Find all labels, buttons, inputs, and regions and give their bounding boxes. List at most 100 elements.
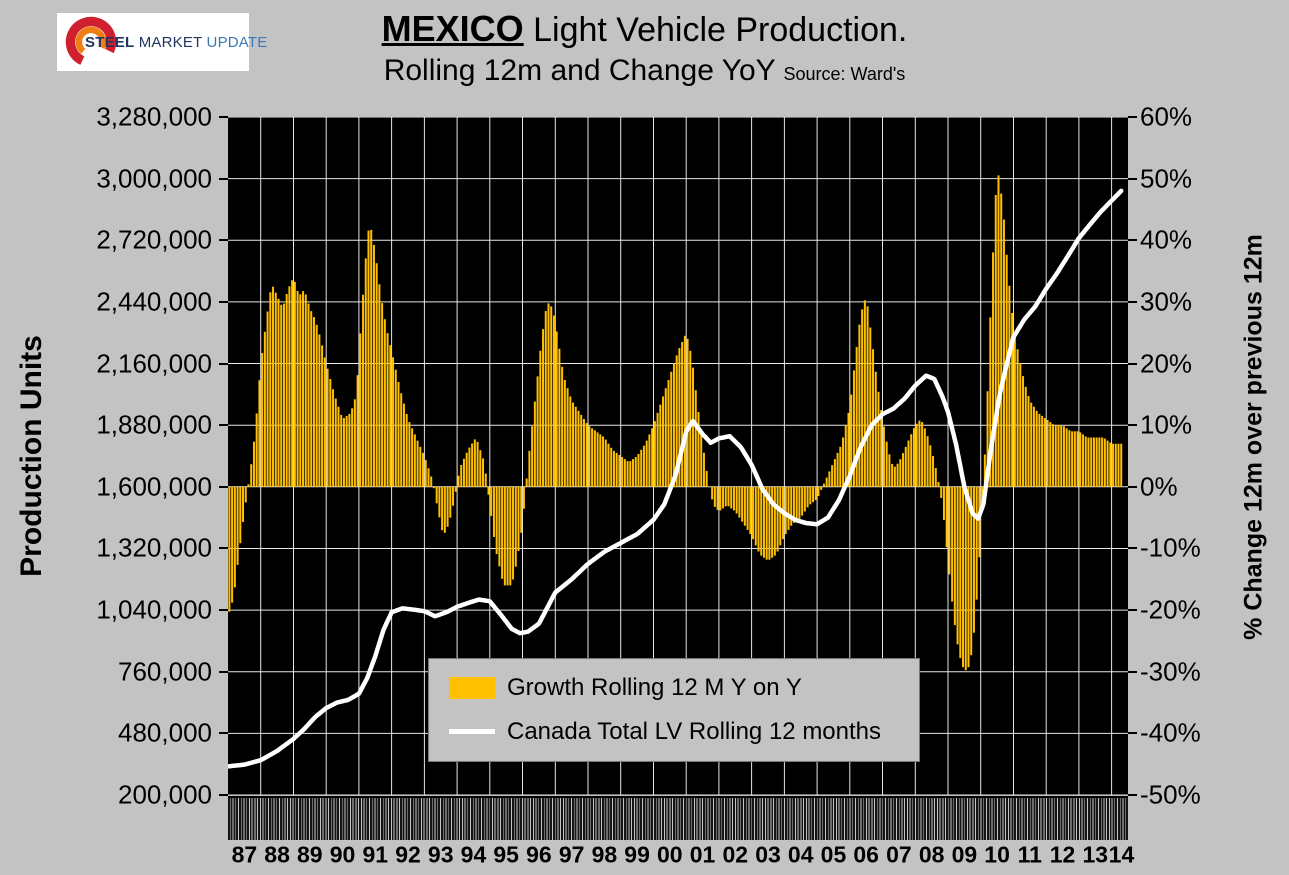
y-axis-left-tickmark <box>219 485 228 488</box>
y-axis-left-tick-label: 2,160,000 <box>96 348 212 379</box>
y-axis-right-tickmark <box>1128 732 1137 735</box>
y-axis-left-tick-label: 3,000,000 <box>96 163 212 194</box>
x-axis-year-label: 05 <box>820 841 847 868</box>
y-axis-left-tickmark <box>219 177 228 180</box>
y-axis-left-tickmark <box>219 547 228 550</box>
legend-bar-swatch <box>449 677 495 700</box>
y-axis-left-tickmark <box>219 239 228 242</box>
title-country: MEXICO <box>381 8 524 49</box>
logo-word-market: MARKET <box>138 33 203 51</box>
x-axis-year-label: 97 <box>558 841 585 868</box>
x-axis-year-label: 94 <box>460 841 487 868</box>
logo-word-update: UPDATE <box>206 33 268 51</box>
y-axis-right-tickmark <box>1128 609 1137 612</box>
x-axis-year-label: 99 <box>624 841 650 868</box>
legend-label-growth: Growth Rolling 12 M Y on Y <box>507 674 802 702</box>
logo-text: STEEL MARKET UPDATE <box>85 34 267 51</box>
y-axis-left-tickmark <box>219 362 228 365</box>
x-axis-year-label: 10 <box>984 841 1010 868</box>
y-axis-right-tick-label: -20% <box>1140 594 1201 625</box>
x-axis-year-label: 14 <box>1108 841 1135 868</box>
y-axis-left-tick-label: 1,040,000 <box>96 594 212 625</box>
x-axis-year-label: 07 <box>886 841 912 868</box>
x-axis-year-label: 89 <box>297 841 323 868</box>
line-series <box>228 188 1124 769</box>
y-axis-right-tick-label: 40% <box>1140 224 1193 255</box>
y-axis-left-tick-label: 1,600,000 <box>96 471 212 502</box>
title-main-rest: Light Vehicle Production. <box>523 11 908 49</box>
x-axis-year-label: 88 <box>264 841 290 868</box>
x-axis-year-label: 03 <box>755 841 781 868</box>
legend-label-line: Canada Total LV Rolling 12 months <box>507 717 882 745</box>
x-axis-year-label: 09 <box>951 841 978 868</box>
y-axis-left-tick-label: 1,880,000 <box>96 409 212 440</box>
y-axis-right-tickmark <box>1128 239 1137 242</box>
x-axis-year-label: 96 <box>526 841 552 868</box>
chart-subtitle: Rolling 12m and Change YoY Source: Ward'… <box>120 54 1169 89</box>
subtitle-text: Rolling 12m and Change YoY <box>383 54 776 88</box>
y-axis-right-tick-label: -40% <box>1140 717 1201 748</box>
chart-title: MEXICO Light Vehicle Production. <box>120 8 1169 50</box>
y-axis-left-tickmark <box>219 794 228 796</box>
chart-title-block: MEXICO Light Vehicle Production. Rolling… <box>120 8 1169 89</box>
y-axis-right-tickmark <box>1128 362 1137 365</box>
y-axis-right-tickmark <box>1128 424 1137 427</box>
x-axis-year-label: 02 <box>722 841 749 868</box>
y-axis-left-tickmark <box>219 609 228 612</box>
x-axis-year-label: 92 <box>395 841 421 868</box>
y-axis-right-tick-label: 0% <box>1140 471 1178 502</box>
legend-item-line: Canada Total LV Rolling 12 months <box>449 718 919 746</box>
source-note: Source: Ward's <box>783 64 906 85</box>
x-axis-year-label: 00 <box>657 841 683 868</box>
y-axis-right-tickmark <box>1128 177 1137 180</box>
legend-line-swatch <box>449 729 495 735</box>
x-axis-year-label: 04 <box>787 841 814 868</box>
y-axis-right-tickmark <box>1128 670 1137 673</box>
y-axis-right-tick-label: 60% <box>1140 101 1193 132</box>
y-axis-left-tick-label: 3,280,000 <box>96 101 212 132</box>
bar-series <box>228 175 1123 671</box>
y-axis-right-tick-label: 10% <box>1140 409 1193 440</box>
x-axis-year-label: 95 <box>493 841 519 868</box>
y-axis-left-tick-label: 2,440,000 <box>96 286 212 317</box>
x-axis-tick-band <box>228 796 1128 840</box>
y-axis-left-tickmark <box>219 732 228 735</box>
x-axis-year-label: 91 <box>362 841 389 868</box>
y-axis-left-tick-label: 480,000 <box>118 717 212 748</box>
logo-swoosh-icon <box>65 16 117 68</box>
x-axis-year-label: 06 <box>853 841 879 868</box>
chart-svg <box>228 117 1128 795</box>
legend: Growth Rolling 12 M Y on Y Canada Total … <box>428 658 920 762</box>
x-axis-year-label: 13 <box>1082 841 1109 868</box>
y-axis-left-tick-label: 1,320,000 <box>96 532 212 563</box>
y-axis-left-tick-label: 2,720,000 <box>96 224 212 255</box>
y-axis-right-tick-label: 30% <box>1140 286 1193 317</box>
y-axis-left-tick-label: 760,000 <box>118 656 212 687</box>
y-axis-right-tickmark <box>1128 794 1137 796</box>
x-axis-year-label: 11 <box>1017 841 1042 868</box>
y-axis-right-tick-label: 50% <box>1140 163 1193 194</box>
y-axis-right-tick-label: -10% <box>1140 532 1201 563</box>
y-axis-right-tickmark <box>1128 116 1137 118</box>
y-axis-left-tickmark <box>219 670 228 673</box>
logo-word-steel: STEEL <box>85 33 135 51</box>
y-axis-right-tick-label: 20% <box>1140 348 1193 379</box>
right-axis-title: % Change 12m over previous 12m <box>1239 234 1268 640</box>
y-axis-left-tickmark <box>219 300 228 303</box>
y-axis-left-tickmark <box>219 116 228 118</box>
y-axis-right-tickmark <box>1128 547 1137 550</box>
x-axis-year-label: 87 <box>231 841 258 868</box>
smu-logo: STEEL MARKET UPDATE <box>57 13 267 71</box>
y-axis-right-tick-label: -30% <box>1140 656 1201 687</box>
x-axis-year-label: 08 <box>918 841 945 868</box>
y-axis-left-tickmark <box>219 424 228 427</box>
x-axis-year-label: 93 <box>427 841 454 868</box>
legend-item-growth: Growth Rolling 12 M Y on Y <box>449 674 919 702</box>
x-axis-year-label: 01 <box>689 841 716 868</box>
y-axis-right-tickmark <box>1128 300 1137 303</box>
y-axis-right-tick-label: -50% <box>1140 779 1201 810</box>
y-axis-left-tick-label: 200,000 <box>118 779 212 810</box>
y-axis-right-tickmark <box>1128 485 1137 488</box>
x-axis-year-label: 90 <box>329 841 356 868</box>
